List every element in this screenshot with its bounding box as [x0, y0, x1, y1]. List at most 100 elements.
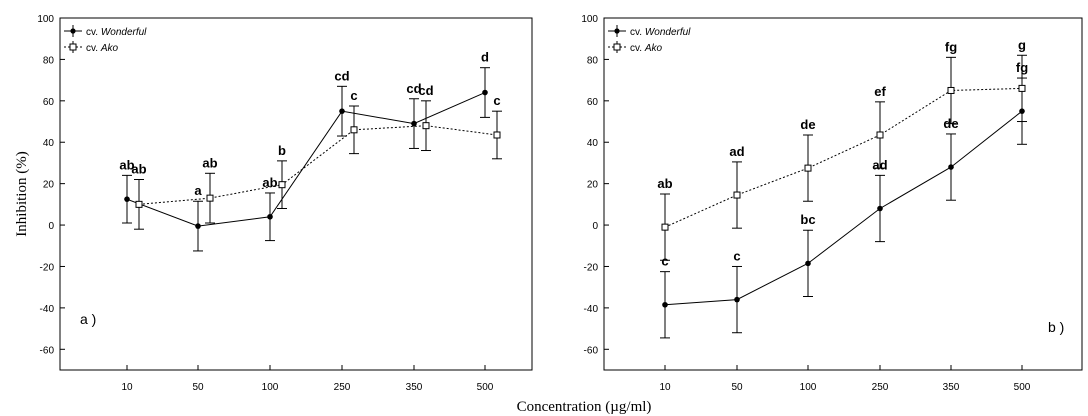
legend-marker-wonderful [70, 28, 76, 34]
significance-label-wonderful: c [661, 254, 668, 269]
significance-label-ako: ab [131, 162, 146, 177]
data-point-wonderful [339, 108, 345, 114]
x-tick-label: 500 [1014, 382, 1031, 393]
series-line-ako [138, 125, 498, 205]
y-axis-title: Inhibition (%) [14, 151, 30, 236]
x-tick-label: 350 [943, 382, 960, 393]
y-tick-label: 100 [37, 14, 54, 25]
data-point-ako [733, 191, 741, 199]
legend: cv. Wonderful cv. Ako [608, 25, 691, 54]
x-axis-title: Concentration (µg/ml) [517, 399, 652, 415]
data-point-wonderful [195, 223, 201, 229]
significance-label-ako: fg [945, 39, 957, 54]
data-point-ako [206, 194, 214, 202]
y-tick-label: 40 [43, 138, 55, 149]
series-line-ako [664, 87, 1023, 228]
data-point-ako [876, 131, 884, 139]
data-point-wonderful [877, 205, 883, 212]
significance-label-ako: ab [657, 176, 672, 191]
panel-label-b: b ) [1048, 319, 1064, 335]
significance-label-ako: ab [202, 155, 217, 170]
significance-label-wonderful: ab [262, 175, 277, 190]
x-tick-label: 100 [262, 382, 279, 393]
axes-group: -60 -40 -20 0 20 40 60 80 100 10 50 100 250 350 500 [37, 14, 493, 393]
axes-group: -60 -40 -20 0 20 40 60 80 100 10 50 100 250 350 500 [581, 14, 1030, 393]
data-point-wonderful [482, 89, 488, 96]
y-tick-label: 60 [587, 97, 599, 108]
y-tick-label: 40 [587, 138, 599, 149]
data-point-ako [422, 122, 430, 130]
y-tick-label: 0 [48, 221, 54, 232]
significance-label-ako: cd [418, 83, 433, 98]
y-tick-label: 80 [587, 55, 599, 66]
data-point-ako [947, 86, 955, 94]
significance-label-ako: de [800, 117, 815, 132]
significance-label-ako: ef [874, 84, 886, 99]
data-point-wonderful [662, 301, 668, 308]
y-tick-label: 60 [43, 97, 55, 108]
legend-label-ako: cv. Ako [630, 43, 662, 54]
significance-label-wonderful: cd [334, 68, 349, 83]
x-tick-label: 10 [121, 382, 133, 393]
x-tick-label: 10 [659, 382, 671, 393]
data-point-ako [278, 181, 286, 189]
x-tick-label: 50 [731, 382, 743, 393]
panel-label-a: a ) [80, 311, 96, 327]
significance-label-wonderful: ab [119, 157, 134, 172]
y-tick-label: -40 [584, 304, 599, 315]
significance-label-wonderful: c [733, 248, 740, 263]
significance-label-wonderful: d [481, 50, 489, 65]
data-point-ako [804, 164, 812, 172]
x-tick-label: 250 [334, 382, 351, 393]
data-point-ako [1018, 84, 1026, 92]
series-layer: ccbcaddefgabaddeeffgg [657, 37, 1028, 339]
significance-label-ako: b [278, 143, 286, 158]
significance-label-ako: g [1018, 37, 1026, 52]
x-tick-label: 250 [872, 382, 889, 393]
y-tick-label: 0 [592, 221, 598, 232]
series-line-wonderful [664, 110, 1023, 306]
x-tick-label: 500 [477, 382, 494, 393]
data-point-ako [661, 223, 669, 231]
plot-area-frame [603, 17, 1083, 371]
y-tick-label: 100 [581, 14, 598, 25]
data-point-ako [493, 131, 501, 139]
significance-label-ako: ad [729, 144, 744, 159]
data-point-wonderful [948, 164, 954, 170]
x-tick-label: 100 [800, 382, 817, 393]
legend-marker-ako [69, 43, 77, 51]
legend-label-wonderful: cv. Wonderful [630, 27, 691, 38]
data-point-ako [350, 126, 358, 134]
plot-area-frame [59, 17, 533, 371]
y-tick-label: -20 [584, 262, 599, 273]
data-point-wonderful [124, 196, 130, 202]
data-point-wonderful [734, 296, 740, 303]
significance-label-ako: c [493, 93, 500, 108]
y-tick-label: -20 [40, 262, 55, 273]
series-line-wonderful [126, 92, 486, 227]
legend-marker-wonderful [614, 28, 620, 34]
x-tick-label: 50 [192, 382, 204, 393]
data-point-wonderful [805, 260, 811, 267]
data-point-wonderful [411, 120, 417, 127]
data-point-wonderful [267, 213, 273, 220]
y-tick-label: -60 [584, 345, 599, 356]
x-tick-label: 350 [406, 382, 423, 393]
significance-label-wonderful: cd [406, 81, 421, 96]
y-tick-label: 20 [587, 180, 599, 191]
legend-label-wonderful: cv. Wonderful [86, 27, 147, 38]
y-tick-label: 80 [43, 55, 55, 66]
y-tick-label: 20 [43, 180, 55, 191]
significance-label-ako: c [350, 88, 357, 103]
legend: cv. Wonderful cv. Ako [64, 25, 147, 54]
significance-label-wonderful: bc [800, 212, 815, 227]
data-point-ako [135, 200, 143, 208]
y-tick-label: -40 [40, 304, 55, 315]
significance-label-wonderful: a [194, 183, 202, 198]
legend-marker-ako [613, 43, 621, 51]
chart-panel-b: -60 -40 -20 0 20 40 60 80 100 10 50 100 250 350 500 c c… [581, 14, 1083, 393]
y-tick-label: -60 [40, 345, 55, 356]
